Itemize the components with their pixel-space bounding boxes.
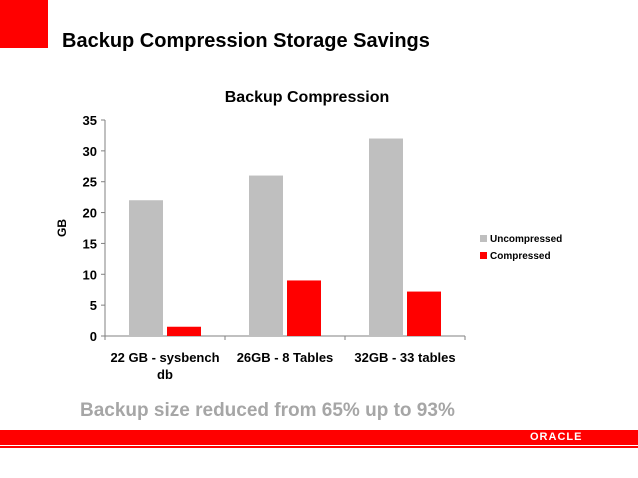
bar-compressed-0 — [167, 326, 201, 336]
bar-compressed-2 — [407, 291, 441, 336]
legend-label-uncompressed: Uncompressed — [490, 234, 562, 245]
y-tick-label: 30 — [83, 144, 97, 159]
slide-title: Backup Compression Storage Savings — [62, 30, 430, 52]
footer-line — [0, 446, 638, 448]
y-tick-label: 5 — [90, 298, 97, 313]
bar-chart: Backup Compression GB 0 5 10 15 20 25 30 35 22 GB … — [55, 89, 562, 382]
bar-uncompressed-1 — [249, 175, 283, 336]
slide-subtitle: Backup size reduced from 65% up to 93% — [80, 400, 455, 421]
bar-uncompressed-0 — [129, 200, 163, 336]
oracle-logo: ORACLE — [530, 431, 583, 443]
x-tick-label: 32GB - 33 tables — [354, 350, 455, 365]
x-tick-label: 26GB - 8 Tables — [237, 350, 334, 365]
brand-red-square — [0, 0, 48, 48]
bar-compressed-1 — [287, 280, 321, 336]
y-tick-label: 25 — [83, 175, 97, 190]
legend-swatch-uncompressed — [480, 235, 487, 242]
legend-swatch-compressed — [480, 252, 487, 259]
x-tick-label: db — [157, 367, 173, 382]
y-tick-label: 0 — [90, 329, 97, 344]
bar-uncompressed-2 — [369, 138, 403, 336]
footer-bar — [0, 430, 638, 445]
y-tick-label: 35 — [83, 113, 97, 128]
x-tick-label: 22 GB - sysbench — [110, 350, 219, 365]
y-axis-label: GB — [55, 219, 69, 237]
y-tick-label: 15 — [83, 236, 97, 251]
y-tick-label: 10 — [83, 267, 97, 282]
chart-title: Backup Compression — [225, 89, 389, 106]
y-tick-label: 20 — [83, 206, 97, 221]
legend-label-compressed: Compressed — [490, 251, 551, 262]
